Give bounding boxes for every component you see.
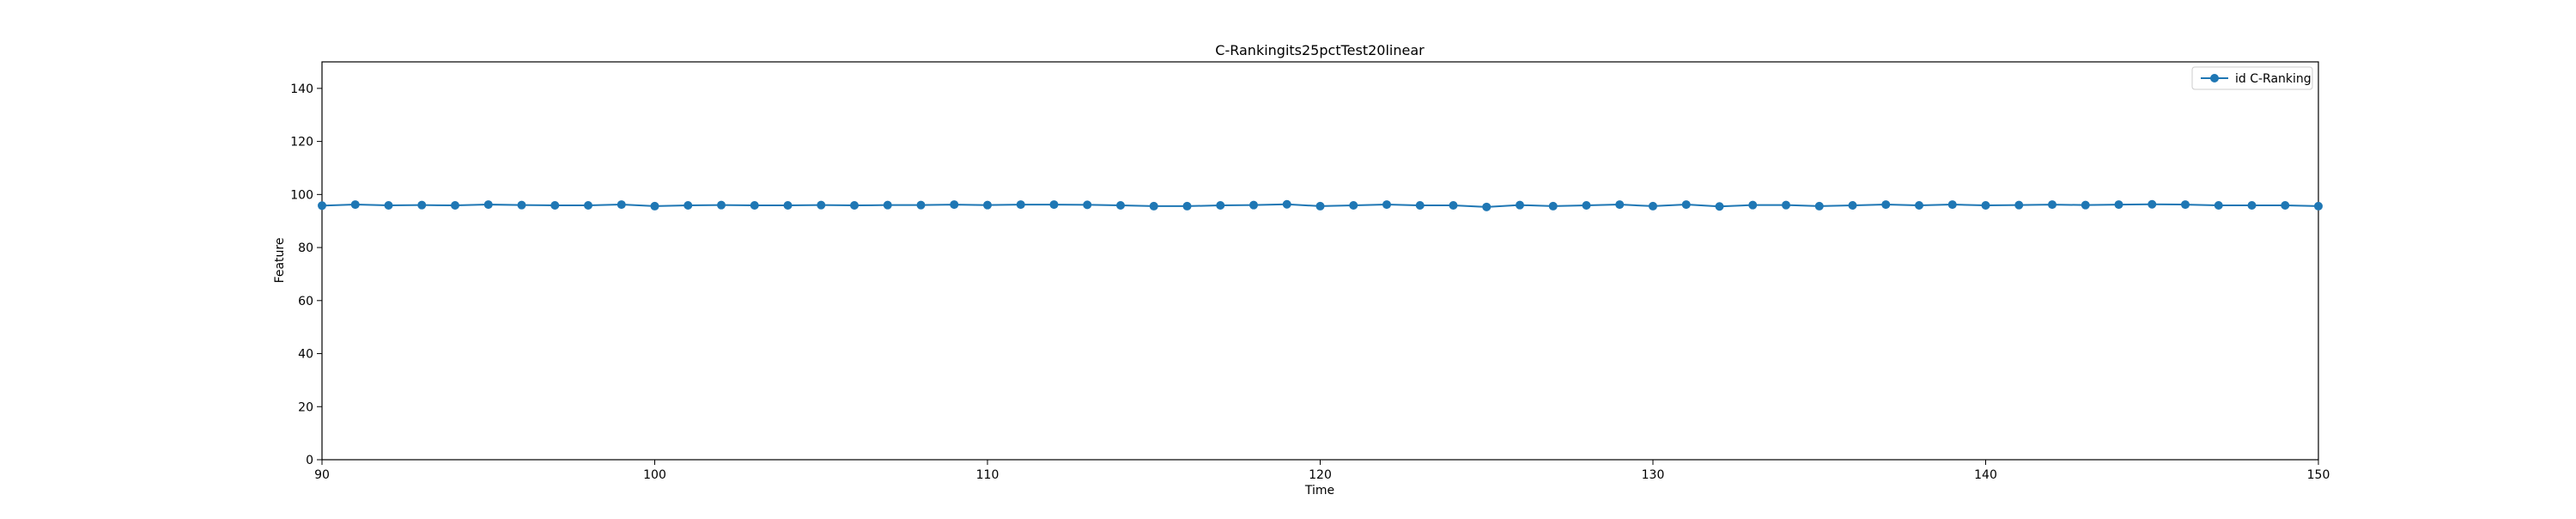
plot-frame [321, 61, 2319, 461]
data-point [916, 200, 926, 210]
y-axis: 0 20 40 60 80 100 120 140 [290, 82, 322, 467]
data-point [1016, 200, 1025, 210]
x-tick-label: 90 [314, 468, 330, 482]
data-point [350, 200, 360, 210]
data-point [1282, 199, 1291, 209]
x-tick-label: 140 [1974, 468, 1997, 482]
data-point [817, 200, 826, 210]
data-point [983, 200, 992, 210]
data-point [2247, 200, 2257, 210]
y-tick-label: 80 [298, 241, 313, 255]
data-point [1083, 200, 1092, 210]
data-point [1947, 200, 1957, 210]
data-point [1449, 200, 1458, 210]
data-point [650, 201, 659, 211]
x-tick-label: 110 [976, 468, 999, 482]
data-point [617, 200, 626, 210]
data-point [1349, 200, 1358, 210]
data-point [1681, 200, 1691, 210]
data-point [683, 200, 693, 210]
data-point [717, 200, 726, 210]
x-tick-label: 120 [1309, 468, 1332, 482]
x-axis-label: Time [1304, 484, 1334, 498]
data-point [1649, 201, 1657, 211]
data-point [1249, 200, 1258, 210]
y-tick-label: 40 [298, 348, 313, 362]
data-point [2314, 201, 2323, 211]
y-tick-label: 140 [290, 82, 313, 96]
data-point [1149, 201, 1158, 211]
y-axis-label: Feature [273, 238, 287, 284]
data-point [2148, 199, 2157, 209]
data-point [584, 200, 592, 210]
data-point [1482, 202, 1492, 211]
data-point [1715, 202, 1724, 211]
data-point [1981, 200, 1990, 210]
y-tick-label: 120 [290, 136, 313, 150]
data-point [2281, 200, 2290, 210]
y-tick-label: 0 [306, 454, 313, 467]
data-point [483, 200, 493, 210]
legend-marker-swatch [2210, 74, 2219, 82]
y-tick-label: 100 [290, 188, 313, 202]
y-tick-label: 60 [298, 295, 313, 308]
x-tick-label: 130 [1642, 468, 1665, 482]
data-point [1881, 200, 1891, 210]
data-point [417, 200, 427, 210]
data-point [2081, 200, 2090, 210]
legend-box [2191, 66, 2313, 90]
data-point [883, 200, 892, 210]
data-point [1049, 200, 1059, 210]
data-point [1814, 201, 1824, 211]
data-point [1548, 201, 1558, 211]
series-layer [318, 199, 2323, 211]
data-point [2181, 200, 2190, 210]
data-point [1315, 201, 1325, 211]
x-tick-label: 150 [2307, 468, 2330, 482]
data-point [384, 200, 393, 210]
data-point [451, 200, 459, 210]
data-point [1382, 200, 1391, 210]
data-point [1582, 200, 1591, 210]
data-point [2214, 200, 2223, 210]
data-point [1915, 200, 1923, 210]
data-point [1516, 200, 1524, 210]
data-point [1848, 200, 1857, 210]
data-point [783, 200, 793, 210]
data-point [1415, 200, 1425, 210]
data-point [950, 200, 959, 210]
data-point [2048, 200, 2057, 210]
data-point [1748, 200, 1758, 210]
data-point [550, 200, 560, 210]
data-point [1116, 200, 1125, 210]
data-point [1216, 200, 1225, 210]
legend: id C-Ranking [2191, 66, 2313, 90]
legend-entry-label: id C-Ranking [2235, 72, 2312, 86]
x-axis: 90 100 110 120 130 140 150 [314, 460, 2330, 482]
data-point [750, 200, 759, 210]
y-tick-label: 20 [298, 400, 313, 414]
data-point [2114, 200, 2123, 210]
data-point [517, 200, 526, 210]
data-point [1182, 201, 1192, 211]
data-point [1615, 200, 1625, 210]
data-point [1782, 200, 1790, 210]
chart-title: C-Rankingits25pctTest20linear [1215, 42, 1425, 58]
x-tick-label: 100 [643, 468, 666, 482]
data-point [318, 201, 326, 211]
data-point [2014, 200, 2024, 210]
data-point [850, 200, 859, 210]
